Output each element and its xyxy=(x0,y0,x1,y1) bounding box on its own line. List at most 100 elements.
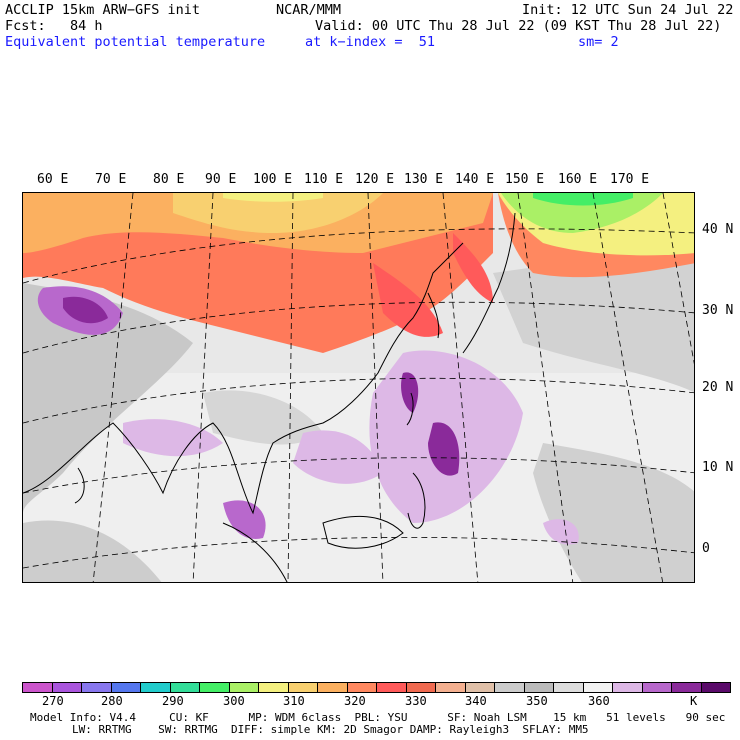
coastline-japan xyxy=(462,212,516,354)
lon-label-160e: 160 E xyxy=(558,172,598,187)
colorbar-swatch xyxy=(582,682,613,693)
lon-label-90e: 90 E xyxy=(205,172,237,187)
colorbar-label-300: 300 xyxy=(223,694,245,708)
colorbar-swatch xyxy=(228,682,259,693)
colorbar-label-280: 280 xyxy=(101,694,123,708)
parallel-10n xyxy=(23,457,694,494)
colorbar-swatch xyxy=(523,682,554,693)
meridian-100e xyxy=(287,193,294,582)
warm-patch-japan xyxy=(453,233,493,303)
meridian-120e xyxy=(442,193,479,582)
lon-label-150e: 150 E xyxy=(505,172,545,187)
warm-patch-korea xyxy=(373,263,443,337)
lon-label-110e: 110 E xyxy=(304,172,344,187)
organization: NCAR/MMM xyxy=(276,2,342,18)
coastline-philippines xyxy=(407,472,426,529)
forecast-hour: Fcst: 84 h xyxy=(5,18,103,34)
light-purple-patch-east xyxy=(543,519,579,545)
light-purple-south-china-sea xyxy=(293,430,383,484)
colorbar-swatch xyxy=(110,682,141,693)
colorbar-swatch xyxy=(51,682,82,693)
lon-label-170e: 170 E xyxy=(610,172,650,187)
meridian-140e xyxy=(592,193,664,582)
lat-label-40n: 40 N xyxy=(702,222,734,237)
purple-patch-sumatra xyxy=(223,500,266,539)
coastline-borneo xyxy=(322,515,404,549)
colorbar-label-310: 310 xyxy=(283,694,305,708)
colorbar-label-270: 270 xyxy=(42,694,64,708)
light-purple-bay-of-bengal xyxy=(123,419,223,457)
colorbar-unit: K xyxy=(690,694,698,708)
parallel-30n xyxy=(23,301,694,354)
lon-label-140e: 140 E xyxy=(455,172,495,187)
colorbar-swatch xyxy=(22,682,53,693)
deep-purple-patch-north xyxy=(401,372,419,413)
colorbar-swatch xyxy=(346,682,377,693)
meridian-110e xyxy=(367,193,384,582)
smoothing: sm= 2 xyxy=(578,34,619,50)
colorbar-swatch xyxy=(612,682,643,693)
gray-region-southeast xyxy=(533,443,694,582)
warm-belt-yellow xyxy=(173,193,383,233)
field-name: Equivalent potential temperature xyxy=(5,34,266,50)
lon-label-120e: 120 E xyxy=(355,172,395,187)
colorbar-swatch xyxy=(671,682,702,693)
colorbar-label-290: 290 xyxy=(162,694,184,708)
deep-purple-india-north xyxy=(63,296,108,324)
meridian-90e xyxy=(192,193,214,582)
coastline-sri-lanka xyxy=(74,467,85,504)
lat-label-0: 0 xyxy=(702,541,710,556)
coastline-taiwan xyxy=(406,392,414,426)
colorbar-swatch xyxy=(258,682,289,693)
gray-region-west xyxy=(23,283,193,513)
meridian-150e xyxy=(662,193,694,365)
colorbar-swatch xyxy=(700,682,731,693)
colorbar-swatch xyxy=(464,682,495,693)
meridian-130e xyxy=(517,193,574,582)
lon-label-70e: 70 E xyxy=(95,172,127,187)
colorbar-swatch xyxy=(169,682,200,693)
map-panel xyxy=(22,192,695,583)
colorbar-label-320: 320 xyxy=(344,694,366,708)
coastlines xyxy=(23,212,516,582)
model-title: ACCLIP 15km ARW−GFS init xyxy=(5,2,201,18)
ne-pacific-lightgreen xyxy=(501,193,663,233)
graticule xyxy=(23,193,694,582)
colorbar xyxy=(22,682,731,693)
gray-region-southwest xyxy=(23,520,162,582)
lon-label-80e: 80 E xyxy=(153,172,185,187)
lon-label-60e: 60 E xyxy=(37,172,69,187)
lat-label-20n: 20 N xyxy=(702,380,734,395)
gray-region-indochina xyxy=(203,390,323,445)
colorbar-label-350: 350 xyxy=(526,694,548,708)
colorbar-swatch xyxy=(140,682,171,693)
lat-label-10n: 10 N xyxy=(702,460,734,475)
parallel-40n xyxy=(23,228,694,284)
vertical-level: at k−index = 51 xyxy=(305,34,436,50)
colorbar-swatch xyxy=(405,682,436,693)
meridian-80e xyxy=(92,193,134,582)
coastline-korea xyxy=(427,292,440,339)
colorbar-swatch xyxy=(494,682,525,693)
colorbar-label-340: 340 xyxy=(465,694,487,708)
coastline-sumatra xyxy=(222,522,288,582)
init-time: Init: 12 UTC Sun 24 Jul 22 xyxy=(522,2,734,18)
coastline-mainland xyxy=(23,242,464,515)
colorbar-swatch xyxy=(376,682,407,693)
colorbar-swatch xyxy=(317,682,348,693)
valid-time: Valid: 00 UTC Thu 28 Jul 22 (09 KST Thu … xyxy=(315,18,722,34)
colorbar-swatch xyxy=(553,682,584,693)
colorbar-label-360: 360 xyxy=(588,694,610,708)
colorbar-label-330: 330 xyxy=(405,694,427,708)
colorbar-swatch xyxy=(287,682,318,693)
lon-label-130e: 130 E xyxy=(404,172,444,187)
model-info-line1: Model Info: V4.4 CU: KF MP: WDM 6class P… xyxy=(30,711,726,724)
theta-e-map xyxy=(23,193,694,582)
lat-label-30n: 30 N xyxy=(702,303,734,318)
ne-pacific-green xyxy=(533,193,633,206)
gray-region-pacific xyxy=(493,243,694,393)
colorbar-swatch xyxy=(641,682,672,693)
colorbar-swatch xyxy=(81,682,112,693)
colorbar-swatch xyxy=(199,682,230,693)
warm-belt-lightyellow xyxy=(223,193,323,202)
